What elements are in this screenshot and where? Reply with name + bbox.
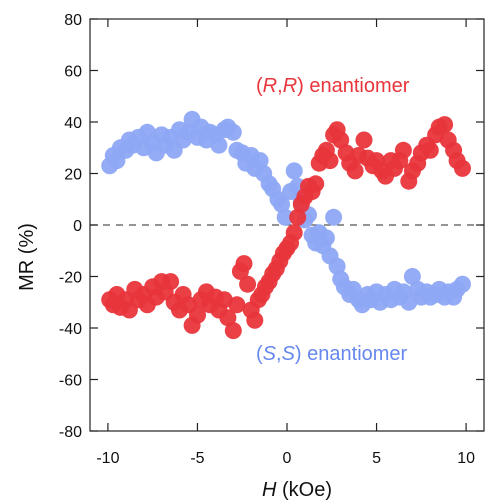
y-axis-label: MR (%) [16,223,38,291]
x-axis-label-unit: (kOe) [276,479,332,500]
point-rr-14 [162,273,180,291]
point-rr-46 [289,208,307,226]
point-rr-31 [235,255,253,273]
x-tick-label--10: -10 [96,450,119,467]
points-layer [101,110,471,340]
annotation-rr-enantiomer: (R,R) enantiomer [256,75,410,97]
point-rr-29 [228,296,246,314]
point-rr-78 [421,141,439,159]
point-rr-27 [219,309,237,327]
point-rr-20 [189,306,206,324]
y-tick-label-60: 60 [64,64,82,81]
series-rr [101,116,471,340]
point-ss-39 [273,195,291,213]
point-ss-71 [403,268,421,285]
y-tick-label-0: 0 [73,218,82,235]
annotation-ss-enantiomer: (S,S) enantiomer [256,343,408,365]
x-tick-label-5: 5 [372,450,381,467]
y-tick-label--80: -80 [59,424,82,441]
point-ss-34 [251,152,269,170]
point-rr-55 [321,152,339,170]
point-ss-40 [276,208,294,226]
y-tick-label-80: 80 [64,12,82,29]
point-rr-85 [454,159,471,177]
point-rr-61 [346,162,364,180]
point-rr-63 [355,131,373,149]
y-tick-label--40: -40 [59,321,82,338]
point-rr-28 [224,322,242,340]
point-rr-58 [332,131,350,149]
x-axis-label-symbol: H [262,479,277,500]
labels-layer: -10 -5 0 5 10 -80 -60 -40 -20 0 20 40 60 80 [59,12,475,467]
x-tick-label-10: 10 [457,450,475,467]
point-ss-82 [454,275,471,293]
y-tick-label--20: -20 [59,270,82,287]
point-rr-45 [285,224,303,242]
point-rr-34 [246,311,264,329]
ticks-layer [90,18,484,432]
point-ss-51 [317,229,335,247]
y-tick-label-20: 20 [64,167,82,184]
point-rr-51 [307,175,325,193]
point-rr-32 [239,275,257,293]
x-tick-label--5: -5 [190,450,204,467]
point-ss-28 [224,123,242,141]
point-ss-25 [210,136,228,154]
y-tick-label-40: 40 [64,115,82,132]
point-ss-42 [285,162,303,180]
x-tick-label-0: 0 [283,450,292,467]
point-ss-53 [325,208,343,226]
x-axis-label: H (kOe) [262,479,332,500]
point-rr-72 [394,141,412,159]
point-ss-54 [328,257,346,275]
y-tick-label--60: -60 [59,373,82,390]
point-rr-81 [436,116,454,134]
